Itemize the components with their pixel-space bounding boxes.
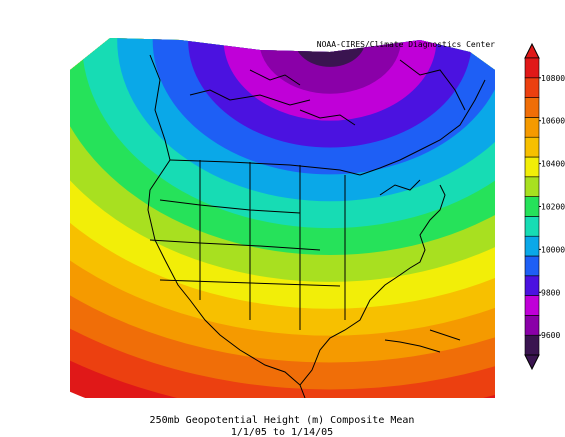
colorbar-segment (524, 295, 540, 316)
colorbar-tick-label: 9800 (541, 288, 560, 297)
colorbar-tick-label: 10200 (541, 203, 565, 212)
colorbar-segment (524, 57, 540, 79)
colorbar-segment (524, 97, 540, 118)
colorbar-segment (524, 334, 540, 356)
colorbar-segment (524, 235, 540, 257)
colorbar-segment (524, 117, 540, 138)
coastline-borders (147, 54, 486, 398)
colorbar-tick-label: 10000 (541, 245, 565, 254)
colorbar-segment (524, 196, 540, 217)
colorbar-segment (524, 176, 540, 197)
source-label: NOAA-CIRES/Climate Diagnostics Center (317, 40, 495, 49)
caption-line-2: 1/1/05 to 1/14/05 (231, 427, 333, 437)
colorbar-tick-label: 9600 (541, 331, 560, 340)
colorbar-segment (524, 216, 540, 237)
colorbar-segment (524, 315, 540, 336)
colorbar-tick-label: 10800 (541, 74, 565, 83)
colorbar-segment (524, 275, 540, 296)
colorbar-bottom-arrow (524, 354, 540, 371)
colorbar-top-arrow (524, 42, 540, 59)
colorbar-segment (524, 136, 540, 158)
colorbar-segment (524, 255, 540, 277)
colorbar: 9600 9800 10000 10200 10400 10600 10800 (524, 42, 565, 371)
colorbar-tick-label: 10600 (541, 117, 565, 126)
colorbar-tick-label: 10400 (541, 160, 565, 169)
colorbar-segment (524, 77, 540, 98)
colorbar-segment (524, 156, 540, 178)
caption-line-1: 250mb Geopotential Height (m) Composite … (150, 415, 415, 426)
